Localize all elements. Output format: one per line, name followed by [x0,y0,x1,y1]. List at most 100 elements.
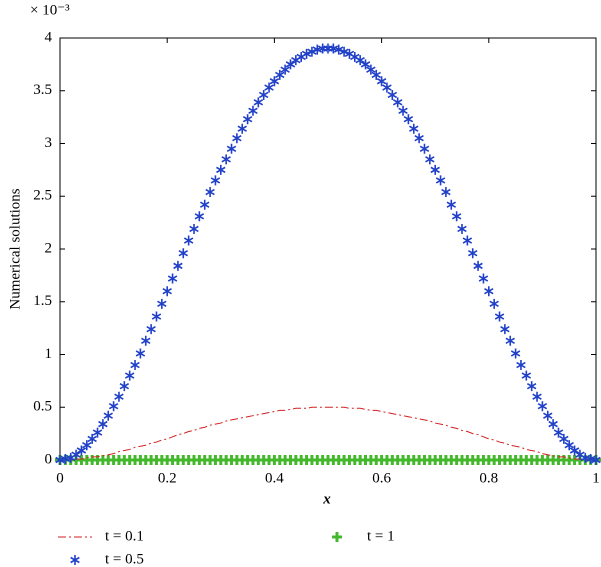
star-marker [242,114,253,125]
star-marker [505,335,515,346]
star-marker [296,51,306,62]
star-marker [199,199,210,210]
x-tick-label: 0.6 [372,470,391,486]
star-marker [564,440,574,451]
star-marker [510,348,521,359]
x-tick-label: 0 [56,470,64,486]
star-marker [285,59,296,70]
star-marker [484,286,494,297]
star-marker [275,69,285,80]
legend-marker [332,532,342,542]
star-marker [183,235,194,246]
legend-label: t = 0.1 [105,528,144,544]
x-tick-label: 0.4 [265,470,284,486]
star-marker [71,449,81,460]
star-marker [178,248,189,259]
star-marker [280,64,290,75]
star-marker [119,381,130,392]
legend-marker [70,555,80,565]
y-tick-label: 2 [45,240,53,256]
star-marker [162,286,172,297]
star-marker [269,76,280,87]
star-marker [248,105,258,116]
star-marker [409,123,419,134]
star-marker [350,51,360,62]
star-marker [173,260,183,271]
star-marker [210,175,221,186]
star-marker [376,76,387,87]
y-tick-label: 1 [45,346,53,362]
star-marker [569,445,580,456]
star-marker [414,133,424,144]
star-marker [264,82,274,93]
star-marker [339,46,349,57]
star-marker [591,455,601,465]
star-marker [553,427,564,438]
star-marker [135,348,146,359]
star-marker [114,391,124,402]
star-marker [355,55,365,66]
star-marker [516,360,526,371]
star-marker [108,401,119,412]
series-line [60,406,596,461]
y-multiplier: × 10⁻³ [30,2,70,18]
star-marker [146,324,156,335]
star-marker [548,419,558,430]
star-marker [253,97,264,108]
star-marker [237,123,247,134]
star-marker [258,89,269,100]
star-marker [500,324,510,335]
star-marker [194,211,205,222]
star-marker [559,433,569,444]
y-tick-label: 3.5 [33,82,52,98]
legend-label: t = 1 [367,528,395,544]
star-marker [221,154,231,165]
star-marker [130,360,140,371]
x-axis-label: x [322,491,331,507]
star-marker [382,82,392,93]
y-tick-label: 0.5 [33,399,52,415]
y-tick-label: 4 [45,29,53,45]
star-marker [216,164,226,175]
star-marker [157,298,167,309]
star-marker [151,311,162,322]
star-marker [92,427,103,438]
star-marker [301,48,312,59]
star-marker [537,401,548,412]
star-marker [387,89,398,100]
star-marker [205,187,215,198]
star-marker [87,433,97,444]
star-marker [323,43,333,54]
y-tick-label: 2.5 [33,188,52,204]
star-marker [392,97,403,108]
star-marker [494,311,505,322]
y-tick-label: 0 [45,451,53,467]
star-marker [82,440,92,451]
star-marker [467,248,478,259]
x-tick-label: 0.2 [158,470,177,486]
star-marker [103,410,113,421]
star-marker [473,260,483,271]
star-marker [124,370,135,381]
star-marker [76,445,87,456]
star-marker [441,187,451,198]
star-marker [419,143,430,154]
star-marker [398,105,408,116]
star-marker [371,69,381,80]
star-marker [403,114,414,125]
star-marker [451,211,462,222]
star-marker [457,223,467,234]
star-marker [141,335,151,346]
star-marker [226,143,237,154]
star-marker [232,133,242,144]
y-tick-label: 1.5 [33,293,52,309]
star-marker [307,46,317,57]
star-marker [532,391,542,402]
y-axis-label: Numerical solutions [7,188,23,309]
star-marker [478,273,489,284]
star-marker [526,381,537,392]
star-marker [366,64,376,75]
star-marker [489,298,499,309]
x-tick-label: 0.8 [479,470,498,486]
